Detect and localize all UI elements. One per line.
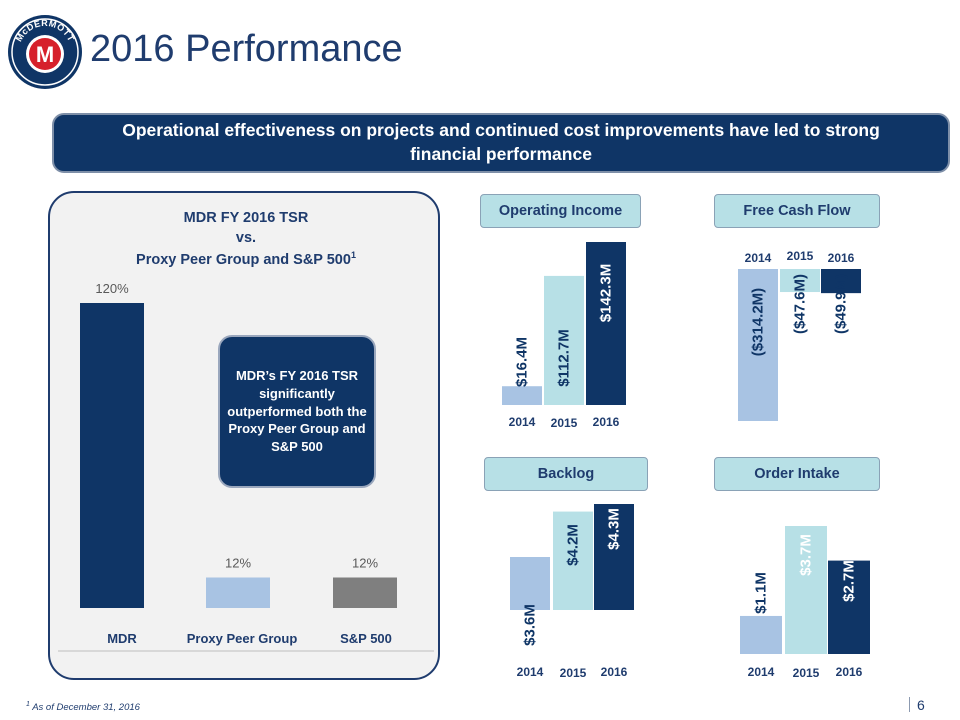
free-cash-flow-value-label-2015: ($47.6M) [792, 274, 809, 334]
tsr-title-line2: vs. [235, 230, 257, 247]
operating-income-value-label-2016: $142.3M [598, 264, 615, 322]
tsr-category-label-mdr: MDR [107, 631, 137, 646]
order-intake-title: Order Intake [714, 457, 880, 491]
free-cash-flow-bar-2015 [780, 269, 820, 293]
backlog-value-label-2016: $4.3M [606, 508, 623, 550]
summary-banner: Operational effectiveness on projects an… [52, 113, 950, 173]
operating-income-bar-2015 [544, 275, 584, 405]
tsr-category-label-proxy-peer-group: Proxy Peer Group [187, 631, 298, 646]
tsr-chart: 120% MDR 12% Proxy Peer Group 12% S&P 500 [58, 281, 434, 652]
operating-income-category-label-2015: 2015 [551, 416, 578, 430]
footnote-marker: 1 [26, 701, 30, 708]
free-cash-flow-category-label-2016: 2016 [828, 251, 855, 265]
free-cash-flow-bar-2014 [738, 269, 778, 421]
logo-letter: M [36, 42, 54, 67]
operating-income-chart: $16.4M 2014 $112.7M 2015 $142.3M 2016 [502, 242, 626, 430]
operating-income-value-label-2014: $16.4M [514, 337, 531, 387]
mcdermott-logo: M McDERMOTT [8, 15, 82, 89]
free-cash-flow-bar-2016 [821, 269, 861, 294]
order-intake-chart: $1.1M 2014 $3.7M 2015 $2.7M 2016 [740, 526, 870, 680]
tsr-bar-mdr [80, 303, 144, 608]
order-intake-value-label-2015: $3.7M [798, 534, 815, 576]
order-intake-bar-2014 [740, 615, 782, 654]
tsr-title-line1: MDR FY 2016 TSR [183, 210, 309, 226]
page-title: 2016 Performance [90, 28, 403, 70]
summary-banner-text: Operational effectiveness on projects an… [122, 120, 880, 164]
backlog-bar-2015 [553, 511, 593, 610]
backlog-category-label-2015: 2015 [560, 666, 587, 680]
footnote: 1 As of December 31, 2016 [26, 701, 140, 713]
tsr-bar-s-p-500 [333, 577, 397, 608]
free-cash-flow-category-label-2014: 2014 [745, 251, 772, 265]
tsr-title-footnote-marker: 1 [350, 249, 356, 260]
backlog-value-label-2015: $4.2M [565, 524, 582, 566]
order-intake-value-label-2016: $2.7M [841, 560, 858, 602]
free-cash-flow-value-label-2014: ($314.2M) [750, 288, 767, 356]
order-intake-bar-2015 [785, 526, 827, 654]
order-intake-bar-2016 [828, 560, 870, 654]
free-cash-flow-category-label-2015: 2015 [787, 249, 814, 263]
page-number-divider [909, 697, 910, 712]
tsr-callout-text: MDR’s FY 2016 TSR significantly outperfo… [227, 368, 367, 454]
tsr-title-line3-text: Proxy Peer Group and S&P 500 [136, 251, 351, 268]
backlog-bar-2016 [594, 504, 634, 610]
backlog-chart: $3.6M 2014 $4.2M 2015 $4.3M 2016 [510, 504, 634, 680]
free-cash-flow-value-label-2016: ($49.9M) [833, 274, 850, 334]
backlog-title: Backlog [484, 457, 648, 491]
operating-income-bar-2016 [586, 242, 626, 405]
backlog-category-label-2014: 2014 [517, 665, 544, 679]
operating-income-bar-2014 [502, 386, 542, 405]
order-intake-value-label-2014: $1.1M [753, 572, 770, 614]
operating-income-value-label-2015: $112.7M [556, 329, 573, 387]
tsr-value-label-mdr: 120% [95, 281, 129, 296]
order-intake-category-label-2015: 2015 [793, 666, 820, 680]
page-number: 6 [917, 697, 925, 713]
operating-income-category-label-2014: 2014 [509, 415, 536, 429]
operating-income-category-label-2016: 2016 [593, 415, 620, 429]
backlog-category-label-2016: 2016 [601, 665, 628, 679]
order-intake-category-label-2014: 2014 [748, 665, 775, 679]
tsr-chart-title: MDR FY 2016 TSR vs. Proxy Peer Group and… [50, 208, 438, 270]
free-cash-flow-chart: ($314.2M) 2014 ($47.6M) 2015 ($49.9M) 2016 [738, 249, 861, 421]
tsr-value-label-proxy-peer-group: 12% [225, 556, 251, 571]
tsr-value-label-s-p-500: 12% [352, 556, 378, 571]
backlog-bar-2014 [510, 557, 550, 610]
backlog-value-label-2014: $3.6M [522, 604, 539, 646]
tsr-bar-proxy-peer-group [206, 577, 270, 608]
tsr-title-line3: Proxy Peer Group and S&P 5001 [50, 249, 438, 270]
order-intake-category-label-2016: 2016 [836, 665, 863, 679]
footnote-text: As of December 31, 2016 [29, 702, 140, 714]
tsr-callout: MDR’s FY 2016 TSR significantly outperfo… [218, 335, 376, 488]
operating-income-title: Operating Income [480, 194, 641, 228]
tsr-category-label-s-p-500: S&P 500 [340, 631, 392, 646]
free-cash-flow-title: Free Cash Flow [714, 194, 880, 228]
